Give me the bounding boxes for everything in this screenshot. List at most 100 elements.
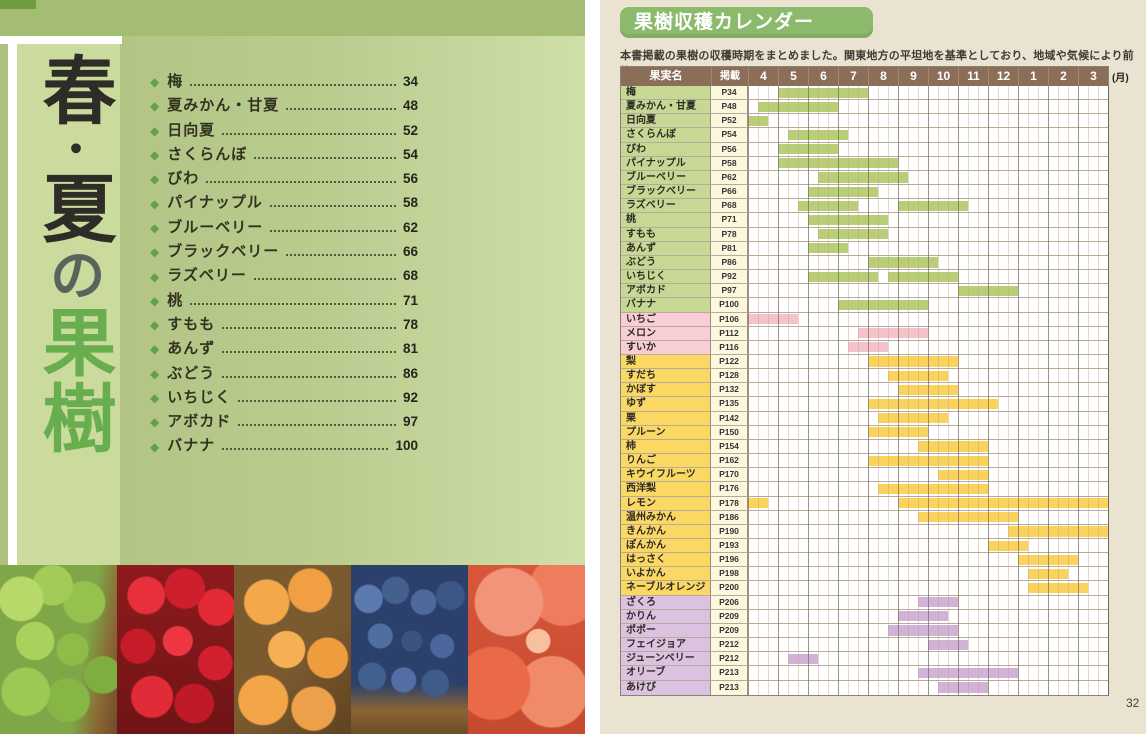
diamond-bullet-icon: ◆: [150, 439, 160, 454]
harvest-track: [748, 596, 1108, 609]
photo-cherries: [117, 565, 234, 734]
harvest-bar: [778, 144, 838, 155]
harvest-bar: [778, 158, 898, 169]
header-month-12: 12: [988, 67, 1018, 86]
title-particle: の: [41, 246, 103, 304]
table-row: すもも P78: [621, 227, 1108, 242]
page-ref-cell: P213: [711, 680, 748, 695]
harvest-track: [748, 185, 1108, 198]
harvest-bar: [748, 314, 798, 325]
toc-dotted-leader: [238, 424, 396, 427]
fruit-name-cell: すいか: [621, 340, 711, 354]
title-strip: [17, 44, 120, 565]
fruit-name-cell: いよかん: [621, 567, 711, 581]
header-month-8: 8: [868, 67, 898, 86]
harvest-track: [748, 440, 1108, 453]
photo-ume-plums: [0, 565, 117, 734]
top-band: [0, 0, 585, 36]
corner-accent: [0, 0, 36, 9]
fruit-name-cell: フェイジョア: [621, 638, 711, 652]
harvest-bar: [808, 214, 888, 226]
harvest-track: [748, 143, 1108, 156]
harvest-track: [748, 369, 1108, 382]
toc-dotted-leader: [222, 326, 396, 329]
diamond-bullet-icon: ◆: [150, 415, 160, 430]
page-ref-cell: P150: [711, 425, 748, 439]
table-row: きんかん P190: [621, 524, 1108, 539]
toc-page-number: 92: [402, 389, 418, 405]
harvest-bar: [848, 342, 888, 353]
fruit-name-cell: ネーブルオレンジ: [621, 581, 711, 595]
table-row: プルーン P150: [621, 425, 1108, 440]
harvest-track: [748, 624, 1108, 637]
calendar-title-badge: 果樹収穫カレンダー: [620, 7, 873, 38]
page-ref-cell: P58: [711, 156, 748, 170]
harvest-bar: [818, 172, 908, 183]
harvest-track: [748, 666, 1108, 679]
table-row: レモン P178: [621, 496, 1108, 511]
page-ref-cell: P122: [711, 354, 748, 369]
page-ref-cell: P198: [711, 567, 748, 581]
harvest-track: [748, 638, 1108, 651]
table-row: 温州みかん P186: [621, 510, 1108, 525]
fruit-name-cell: すだち: [621, 369, 711, 383]
fruit-name-cell: 温州みかん: [621, 510, 711, 524]
harvest-bar: [808, 271, 878, 282]
harvest-track: [748, 553, 1108, 566]
harvest-bar: [878, 483, 988, 495]
fruit-name-cell: ゆず: [621, 397, 711, 411]
table-row: メロン P112: [621, 326, 1108, 341]
table-row: すいか P116: [621, 340, 1108, 355]
fruit-name-cell: いちじく: [621, 270, 711, 284]
toc-item: ◆ ぶどう 86: [150, 362, 418, 386]
page-ref-cell: P186: [711, 510, 748, 524]
harvest-bar: [878, 413, 948, 424]
title-fruit-trees: 果樹: [31, 304, 113, 456]
harvest-bar: [918, 667, 1018, 679]
harvest-track: [748, 298, 1108, 311]
toc-item: ◆ あんず 81: [150, 337, 418, 361]
table-row: はっさく P196: [621, 553, 1108, 568]
harvest-track: [748, 397, 1108, 410]
page-ref-cell: P200: [711, 581, 748, 595]
toc-item: ◆ すもも 78: [150, 313, 418, 337]
harvest-track: [748, 256, 1108, 269]
photo-blueberries: [351, 565, 468, 734]
harvest-track: [748, 86, 1108, 99]
toc-item-label: ブラックベリー: [167, 243, 280, 261]
page-ref-cell: P68: [711, 199, 748, 213]
diamond-bullet-icon: ◆: [150, 293, 160, 308]
toc-item: ◆ 桃 71: [150, 289, 418, 313]
harvest-track: [748, 228, 1108, 241]
table-row: あんず P81: [621, 241, 1108, 256]
fruit-name-cell: 夏みかん・甘夏: [621, 100, 711, 114]
header-fruit-name: 果実名: [649, 70, 683, 82]
fruit-name-cell: ブルーベリー: [621, 170, 711, 185]
table-row: 栗 P142: [621, 411, 1108, 426]
right-page: 果樹収穫カレンダー 本書掲載の果樹の収穫時期をまとめました。関東地方の平坦地を基…: [600, 0, 1146, 734]
page-number: 32: [1126, 696, 1140, 710]
page-ref-cell: P92: [711, 270, 748, 284]
toc-dotted-leader: [269, 205, 396, 208]
harvest-track: [748, 100, 1108, 113]
harvest-bar: [928, 639, 968, 650]
table-row: さくらんぼ P54: [621, 128, 1108, 143]
diamond-bullet-icon: ◆: [150, 366, 160, 381]
table-row: ラズベリー P68: [621, 199, 1108, 214]
diamond-bullet-icon: ◆: [150, 220, 160, 235]
diamond-bullet-icon: ◆: [150, 148, 160, 163]
toc-dotted-leader: [254, 156, 396, 159]
table-row: あけび P213: [621, 680, 1108, 695]
table-row: 夏みかん・甘夏 P48: [621, 100, 1108, 115]
harvest-bar: [1008, 526, 1108, 537]
fruit-name-cell: 西洋梨: [621, 482, 711, 496]
toc-dotted-leader: [222, 132, 396, 135]
fruit-name-cell: あけび: [621, 680, 711, 695]
toc-item-label: ブルーベリー: [167, 218, 264, 236]
fruit-name-cell: いちご: [621, 312, 711, 326]
table-row: ポポー P209: [621, 623, 1108, 639]
page-ref-cell: P54: [711, 128, 748, 142]
title-season-summer: 夏: [31, 170, 113, 246]
page-ref-cell: P162: [711, 454, 748, 468]
toc-page-number: 56: [402, 171, 418, 187]
